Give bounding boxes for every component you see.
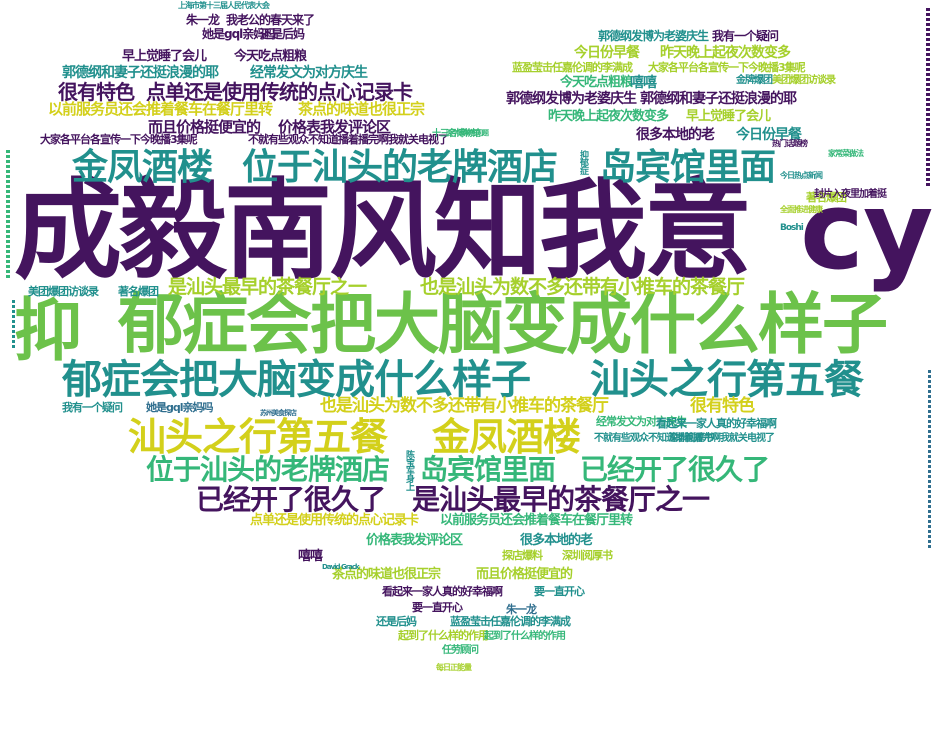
word: cy bbox=[800, 169, 933, 294]
word: 价格表我发评论区 bbox=[366, 533, 463, 548]
word: 很有特色 bbox=[58, 80, 135, 104]
word: 而且价格挺便宜的 bbox=[476, 567, 573, 582]
word: 抑郁症 bbox=[578, 150, 588, 174]
word: 价格表我发评论区 bbox=[278, 118, 391, 136]
word: 今天吃点粗粮 bbox=[560, 75, 633, 90]
word: Boshi bbox=[780, 223, 804, 233]
word: 不就有些观众不知道播着播完啊我就关电视了 bbox=[248, 133, 449, 146]
word: 著名爆团 bbox=[118, 285, 159, 298]
word: 茶点的味道也很正宗 bbox=[298, 100, 425, 118]
word: 要一直开心 bbox=[412, 601, 463, 614]
word: 热门话题榜 bbox=[772, 139, 808, 148]
word: 朱一龙 bbox=[186, 13, 220, 27]
word: 抑 bbox=[14, 292, 82, 371]
word: 要一直开心 bbox=[534, 585, 585, 598]
word: 金凤酒楼 bbox=[432, 415, 581, 459]
word: 朱一龙 bbox=[506, 603, 537, 616]
word: 起到了什么样的作用 bbox=[484, 631, 566, 642]
word: 汕头之行第五餐 bbox=[128, 415, 388, 459]
word: 经常发文为对方庆生 bbox=[596, 415, 687, 428]
word: 是汕头最早的茶餐厅之一 bbox=[168, 276, 367, 298]
word: 郭德纲和妻子还挺浪漫的耶 bbox=[640, 91, 797, 107]
word: 位于汕头的老牌酒店 bbox=[146, 453, 390, 486]
word: 是汕头最早的茶餐厅之一 bbox=[412, 483, 710, 516]
word: 金凤酒楼 bbox=[72, 147, 213, 188]
word: 家常菜做法 bbox=[828, 149, 864, 158]
word: 她是gql亲妈吗 bbox=[202, 27, 276, 41]
word: 看起来一家人真的好幸福啊 bbox=[656, 417, 777, 430]
word: 郭德纲和妻子还挺浪漫的耶 bbox=[62, 65, 219, 81]
word: 我有一个疑问 bbox=[712, 29, 779, 43]
word: 还是后妈 bbox=[376, 615, 417, 628]
word: 也是汕头为数不多还带有小推车的茶餐厅 bbox=[320, 396, 609, 416]
word: 我有一个疑问 bbox=[62, 401, 123, 414]
word: 岛宾馆里面 bbox=[600, 147, 776, 188]
word: 美团爆团访谈录 bbox=[28, 285, 99, 298]
word: 起到了什么样的作用 bbox=[398, 629, 489, 642]
word: 今天吃点粗粮 bbox=[234, 49, 307, 64]
word: 金牌爆团 bbox=[736, 75, 773, 86]
decorative-text-strip bbox=[12, 300, 15, 350]
word: 不就有些观众不知道播着播完啊我就关电视了 bbox=[594, 433, 775, 444]
word: 看起来一家人真的好幸福啊 bbox=[382, 585, 503, 598]
word: 美团爆团访谈录 bbox=[772, 75, 836, 86]
word: 著名爆团 bbox=[806, 191, 847, 204]
word: David Grack bbox=[322, 563, 360, 571]
word: 郭德纲发博为老婆庆生 bbox=[506, 91, 637, 107]
word: 位于汕头的老牌酒店 bbox=[242, 147, 558, 188]
decorative-text-strip bbox=[926, 8, 930, 188]
word: 而且价格挺便宜的 bbox=[148, 118, 261, 136]
word: 今日份早餐 bbox=[736, 127, 802, 143]
word: 昨天晚上起夜次数变多 bbox=[660, 45, 791, 61]
word: 全面推进健康 bbox=[780, 205, 823, 214]
word: 还是后妈 bbox=[260, 27, 305, 41]
word: 早上觉睡了会儿 bbox=[122, 49, 207, 64]
word: 我老公的春天来了 bbox=[226, 13, 315, 27]
word: 今日份早餐 bbox=[574, 45, 640, 61]
word: 早上觉睡了会儿 bbox=[686, 109, 771, 124]
word: 很多本地的老 bbox=[636, 127, 715, 143]
word: 她是gql亲妈吗 bbox=[146, 401, 214, 414]
word: 也是汕头为数不多还带有小推车的茶餐厅 bbox=[420, 276, 745, 298]
word: 封片入夜里加着挺 bbox=[814, 189, 887, 200]
word: 大家各平台各宣传一下今晚播3集呢 bbox=[648, 61, 806, 74]
word: 岛宾馆里面 bbox=[420, 453, 556, 486]
word: 嘻嘻 bbox=[298, 549, 323, 564]
word: 已经开了很久了 bbox=[580, 453, 770, 486]
word: 郭德纲发博为老婆庆生 bbox=[598, 29, 709, 43]
word: 蓝盈莹击任嘉伦调的李满成 bbox=[450, 615, 571, 628]
word: 郁症会把大脑变成什么样子 bbox=[62, 357, 531, 403]
word: 点单还是使用传统的点心记录卡 bbox=[146, 80, 413, 104]
word: 今日热点新闻 bbox=[780, 171, 823, 180]
word: 蓝盈莹击任嘉伦调的李满成 bbox=[512, 61, 633, 74]
word: 陈宝军身上 bbox=[404, 450, 414, 490]
word: 深圳阅厚书 bbox=[668, 433, 714, 444]
word: 以前服务员还会推着餐车在餐厅里转 bbox=[48, 100, 273, 118]
word: 医学家解答问题 bbox=[446, 129, 489, 137]
word: 苏州美食探店 bbox=[260, 409, 297, 417]
word: 已经开了很久了 bbox=[196, 483, 386, 516]
word: 大家各平台各宣传一下今晚播3集呢 bbox=[40, 133, 198, 146]
word: 上海市第十三届人民代表大会 bbox=[178, 1, 270, 10]
word: 汕头之行第五餐 bbox=[590, 357, 864, 403]
word: 郁症会把大脑变成什么样子 bbox=[118, 286, 888, 363]
word: 嘻嘻 bbox=[630, 75, 657, 91]
word: 十三名博物馆 bbox=[432, 129, 481, 139]
word: 任劳顾问 bbox=[442, 645, 479, 656]
word: 昨天晚上起夜次数变多 bbox=[548, 109, 669, 124]
word: 以前服务员还会推着餐车在餐厅里转 bbox=[440, 513, 633, 528]
word: 每日正能量 bbox=[436, 663, 472, 672]
word: 茶点的味道也很正宗 bbox=[332, 567, 441, 582]
decorative-text-strip bbox=[928, 370, 931, 550]
word: 很多本地的老 bbox=[520, 533, 593, 548]
word: 经常发文为对方庆生 bbox=[250, 65, 368, 81]
word: 很有特色 bbox=[690, 396, 755, 416]
word: 点单还是使用传统的点心记录卡 bbox=[250, 513, 419, 528]
word: 深圳阅厚书 bbox=[562, 549, 613, 562]
word: 成毅南风知我意 bbox=[14, 169, 752, 294]
word: 探店爆料 bbox=[502, 549, 543, 562]
decorative-text-strip bbox=[6, 150, 10, 280]
